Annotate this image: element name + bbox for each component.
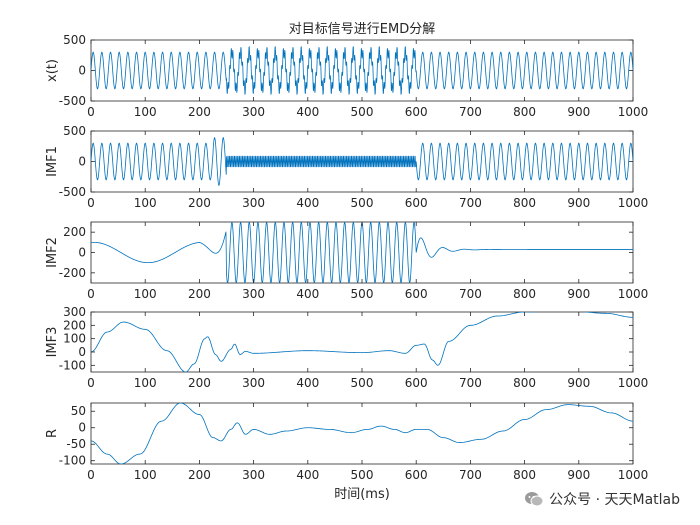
chart-panel-2: 0 100 200 300 400 500 600 700 800 900 1000-5000500… [45, 124, 648, 210]
y-tick-label: 0 [78, 421, 86, 435]
x-tick-label: 1000 [618, 287, 649, 301]
plot-area [90, 402, 634, 465]
y-tick-label: 200 [63, 318, 86, 332]
x-tick-label: 200 [188, 376, 211, 390]
y-tick-label: -200 [59, 266, 86, 280]
x-tick-label: 300 [242, 196, 265, 210]
x-tick-label: 1000 [618, 468, 649, 482]
x-tick-label: 600 [405, 468, 428, 482]
y-tick-label: -100 [59, 454, 86, 468]
x-tick-label: 800 [513, 196, 536, 210]
x-tick-label: 800 [513, 468, 536, 482]
y-axis-label: IMF1 [45, 146, 60, 177]
x-tick-label: 1000 [618, 196, 649, 210]
x-axis-label: 时间(ms) [334, 487, 390, 502]
x-tick-label: 200 [188, 196, 211, 210]
x-tick-label: 100 [134, 196, 157, 210]
chart-panel-4: 0 100 200 300 400 500 600 700 800 900 1000-1000100… [45, 305, 648, 390]
chart-panel-5: 0 100 200 300 400 500 600 700 800 900 1000 -100 -50 0… [45, 402, 649, 502]
x-tick-label: 700 [459, 376, 482, 390]
x-tick-label: 600 [405, 287, 428, 301]
y-axis-label: IMF3 [45, 327, 60, 358]
x-tick-label: 300 [242, 468, 265, 482]
series-line [91, 312, 633, 372]
x-tick-label: 1000 [618, 105, 649, 119]
x-tick-label: 800 [513, 287, 536, 301]
x-tick-label: 0 [87, 196, 95, 210]
x-tick-label: 500 [351, 287, 374, 301]
y-tick-label: 100 [63, 332, 86, 346]
x-tick-label: 0 [87, 468, 95, 482]
series-line [91, 136, 633, 187]
y-tick-label: 500 [63, 33, 86, 47]
y-tick-label: 200 [63, 225, 86, 239]
x-tick-label: 100 [134, 287, 157, 301]
x-tick-label: 800 [513, 105, 536, 119]
x-tick-label: 100 [134, 105, 157, 119]
x-tick-label: 700 [459, 287, 482, 301]
x-tick-label: 800 [513, 376, 536, 390]
x-tick-label: 300 [242, 105, 265, 119]
series-line [91, 403, 633, 464]
x-tick-label: 400 [296, 105, 319, 119]
chart-title: 对目标信号进行EMD分解 [289, 22, 435, 37]
series-line [91, 45, 633, 96]
x-tick-label: 400 [296, 287, 319, 301]
y-tick-label: 0 [78, 246, 86, 260]
x-tick-label: 700 [459, 105, 482, 119]
x-tick-label: 900 [567, 376, 590, 390]
x-tick-label: 0 [87, 287, 95, 301]
y-axis-label: IMF2 [45, 237, 60, 268]
x-tick-label: 500 [351, 105, 374, 119]
y-tick-label: -500 [59, 94, 86, 108]
y-tick-label: -500 [59, 185, 86, 199]
y-tick-label: 0 [78, 155, 86, 169]
x-tick-label: 100 [134, 376, 157, 390]
x-tick-label: 200 [188, 105, 211, 119]
x-tick-label: 300 [242, 287, 265, 301]
chart-panel-3: 0 100 200 300 400 500 600 700 800 900 1000-2000200… [45, 221, 649, 301]
y-tick-label: 500 [63, 124, 86, 138]
y-tick-label: 0 [78, 345, 86, 359]
x-tick-label: 900 [567, 196, 590, 210]
chart-panel-1: 0 100 200 300 400 500 600 700 800 900 1000-5000500… [45, 22, 648, 119]
y-tick-label: -100 [59, 358, 86, 372]
x-tick-label: 200 [188, 468, 211, 482]
series-line [91, 222, 633, 283]
x-tick-label: 400 [296, 196, 319, 210]
x-tick-label: 700 [459, 196, 482, 210]
plot-area [90, 311, 634, 373]
x-tick-label: 200 [188, 287, 211, 301]
x-tick-label: 300 [242, 376, 265, 390]
plot-area [90, 221, 634, 284]
x-tick-label: 400 [296, 376, 319, 390]
x-tick-label: 0 [87, 376, 95, 390]
x-tick-label: 600 [405, 376, 428, 390]
x-tick-label: 900 [567, 468, 590, 482]
x-tick-label: 500 [351, 196, 374, 210]
y-tick-label: 0 [78, 64, 86, 78]
x-tick-label: 0 [87, 105, 95, 119]
x-tick-label: 700 [459, 468, 482, 482]
x-tick-label: 1000 [618, 376, 649, 390]
y-axis-label: x(t) [45, 59, 60, 82]
x-tick-label: 400 [296, 468, 319, 482]
y-tick-label: 300 [63, 305, 86, 319]
x-tick-label: 900 [567, 105, 590, 119]
x-tick-label: 600 [405, 196, 428, 210]
x-tick-label: 100 [134, 468, 157, 482]
x-tick-label: 900 [567, 287, 590, 301]
x-tick-label: 500 [351, 376, 374, 390]
watermark: 公众号 · 天天Matlab [524, 489, 680, 509]
y-axis-label: R [45, 429, 60, 438]
plot-area [90, 39, 634, 102]
y-tick-label: -50 [66, 437, 86, 451]
y-tick-label: 50 [71, 404, 86, 418]
watermark-text: 公众号 · 天天Matlab [549, 492, 680, 508]
x-tick-label: 600 [405, 105, 428, 119]
x-tick-label: 500 [351, 468, 374, 482]
wechat-icon [524, 491, 544, 507]
